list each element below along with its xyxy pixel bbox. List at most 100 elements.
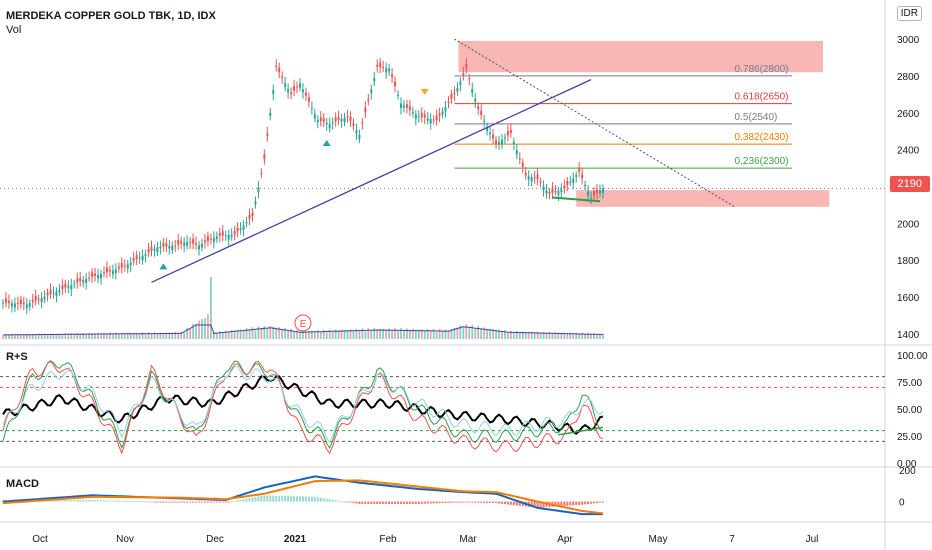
volume-bar — [334, 329, 337, 339]
macd-histogram-bar — [486, 501, 489, 503]
time-tick-label: Jul — [806, 534, 819, 545]
candle-body — [420, 112, 423, 118]
candle-body — [215, 236, 218, 240]
volume-bar — [210, 277, 212, 339]
candle-body — [411, 112, 414, 114]
volume-bar — [581, 332, 584, 339]
candle-body — [402, 105, 405, 108]
candle-body — [287, 88, 290, 93]
candle-body — [162, 242, 165, 247]
candle-body — [536, 174, 539, 180]
macd-histogram-bar — [414, 501, 417, 504]
volume-bar — [539, 333, 542, 339]
candle-body — [203, 240, 206, 243]
macd-histogram-bar — [388, 501, 391, 504]
volume-bar — [183, 332, 186, 339]
candle-body — [477, 106, 480, 110]
price-tick-label: 2800 — [897, 72, 920, 83]
macd-histogram-bar — [477, 501, 480, 503]
macd-histogram-bar — [100, 500, 103, 502]
volume-bar — [58, 333, 61, 339]
candle-body — [28, 303, 31, 307]
volume-bar — [269, 325, 272, 339]
macd-histogram-bar — [471, 501, 474, 503]
volume-bar — [135, 332, 138, 339]
candle-body — [414, 114, 417, 119]
candle-body — [328, 123, 331, 129]
candle-body — [388, 68, 391, 72]
macd-histogram-bar — [88, 500, 91, 502]
candle-body — [542, 186, 545, 191]
candle-body — [346, 116, 349, 118]
volume-bar — [602, 333, 604, 339]
macd-histogram-bar — [165, 501, 168, 503]
candle-body — [474, 98, 477, 102]
currency-badge[interactable]: IDR — [896, 6, 922, 21]
candle-body — [174, 245, 177, 247]
macd-histogram-bar — [352, 501, 355, 503]
candle-body — [73, 283, 76, 285]
macd-histogram-bar — [521, 501, 524, 507]
macd-histogram-bar — [195, 501, 198, 503]
volume-bar — [94, 333, 96, 339]
macd-histogram-bar — [575, 501, 578, 506]
macd-histogram-bar — [340, 501, 343, 503]
candle-body — [432, 119, 435, 121]
candle-body — [352, 123, 355, 126]
volume-bar — [566, 333, 569, 339]
volume-bar — [569, 332, 572, 339]
volume-bar — [316, 330, 319, 339]
macd-histogram-bar — [497, 501, 500, 504]
volume-bar — [361, 328, 364, 339]
macd-histogram-bar — [174, 501, 177, 503]
macd-histogram-bar — [153, 501, 156, 503]
volume-bar — [293, 332, 295, 339]
fib-level-label: 0.618(2650) — [735, 92, 789, 103]
macd-histogram-bar — [138, 501, 141, 503]
volume-bar — [49, 333, 52, 339]
candle-body — [417, 116, 420, 118]
candle-body — [165, 243, 168, 247]
volume-bar — [530, 331, 533, 339]
candle-body — [2, 302, 4, 304]
volume-bar — [201, 319, 203, 339]
macd-histogram-bar — [325, 498, 328, 502]
volume-bar — [73, 334, 76, 339]
candle-body — [224, 235, 227, 237]
candle-body — [426, 118, 429, 121]
volume-bar — [207, 314, 209, 339]
volume-bar — [382, 328, 385, 339]
macd-histogram-bar — [385, 501, 388, 504]
volume-bar — [370, 330, 373, 339]
macd-histogram-bar — [364, 501, 367, 504]
candle-body — [468, 78, 471, 80]
volume-bar — [79, 334, 82, 339]
rs-tick-label: 0.00 — [897, 459, 917, 470]
candle-body — [19, 299, 22, 304]
macd-histogram-bar — [399, 501, 402, 504]
volume-bar — [459, 325, 462, 339]
volume-bar — [444, 329, 447, 339]
macd-histogram-bar — [539, 501, 542, 508]
volume-bar — [227, 331, 230, 339]
candle-body — [55, 291, 58, 296]
candle-body — [512, 141, 515, 144]
volume-bar — [162, 332, 165, 339]
volume-bar — [132, 333, 135, 339]
volume-bar — [260, 329, 263, 339]
volume-bar — [456, 327, 459, 339]
volume-bar — [554, 332, 557, 339]
candle-body — [114, 269, 117, 273]
candle-body — [269, 112, 272, 116]
macd-tick-label: 200 — [899, 466, 916, 477]
macd-histogram-bar — [171, 501, 174, 503]
volume-bar — [230, 330, 233, 339]
volume-bar — [322, 329, 325, 339]
volume-bar — [165, 332, 168, 339]
macd-histogram-bar — [162, 501, 165, 503]
candle-body — [423, 114, 426, 118]
macd-histogram-bar — [301, 496, 304, 502]
price-tick-label: 1600 — [897, 293, 920, 304]
macd-histogram-bar — [495, 501, 498, 504]
